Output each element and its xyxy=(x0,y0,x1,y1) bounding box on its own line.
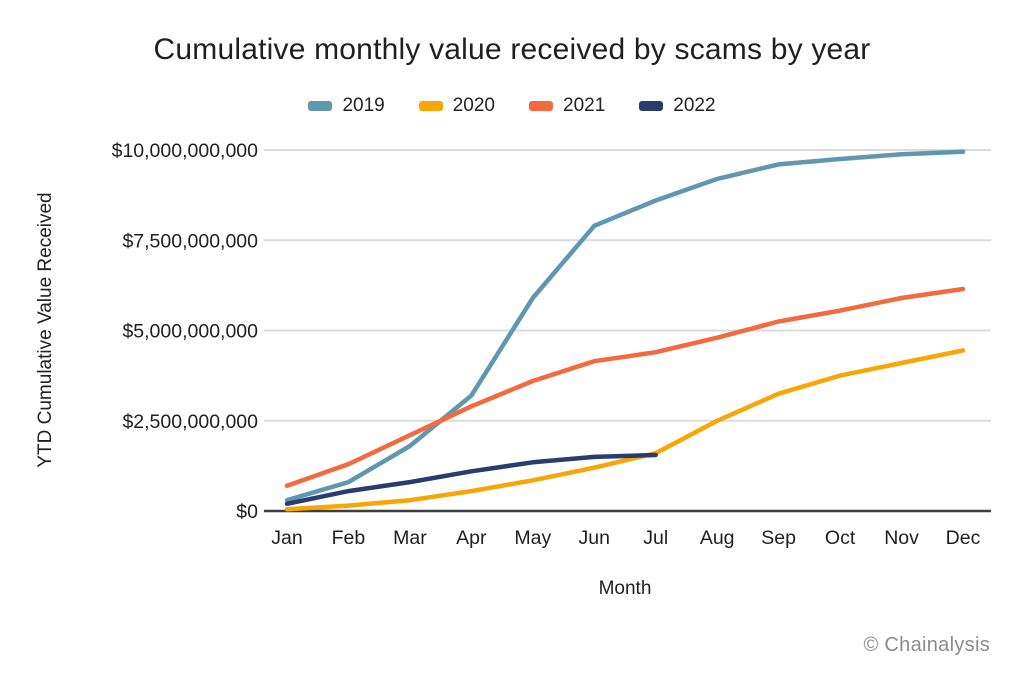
series-line-2020 xyxy=(284,348,966,512)
x-axis-title: Month xyxy=(598,578,652,599)
x-tick-label: Nov xyxy=(884,527,919,549)
y-tick-label: $0 xyxy=(236,501,258,523)
y-tick-label: $5,000,000,000 xyxy=(122,321,258,343)
legend-label-2019: 2019 xyxy=(342,95,385,116)
legend-item-2021: 2021 xyxy=(529,95,605,117)
x-tick-label: Jul xyxy=(643,527,668,549)
x-tick-label: Oct xyxy=(825,527,856,549)
y-tick-label: $7,500,000,000 xyxy=(122,230,258,252)
x-tick-label: Mar xyxy=(393,527,427,549)
legend-swatch-2022-icon xyxy=(639,101,664,111)
series-line-2022 xyxy=(284,452,658,507)
legend-swatch-2020-icon xyxy=(418,101,443,111)
legend-label-2021: 2021 xyxy=(563,95,606,116)
y-tick-label: $10,000,000,000 xyxy=(112,140,259,162)
x-tick-label: Apr xyxy=(456,527,487,549)
x-tick-label: Feb xyxy=(332,527,366,549)
x-tick-label: Jun xyxy=(579,527,610,549)
x-tick-label: May xyxy=(514,527,551,549)
x-tick-label: Sep xyxy=(761,527,796,549)
legend-item-2022: 2022 xyxy=(639,95,716,117)
legend-item-2019: 2019 xyxy=(308,95,385,117)
series-line-2021 xyxy=(284,286,966,488)
legend-swatch-2019-icon xyxy=(308,101,333,111)
legend-item-2020: 2020 xyxy=(418,95,495,117)
x-tick-label: Aug xyxy=(700,527,735,549)
x-tick-label: Jan xyxy=(271,527,302,549)
chart-title: Cumulative monthly value received by sca… xyxy=(153,33,871,66)
y-tick-label: $2,500,000,000 xyxy=(122,411,258,433)
watermark-chainalysis: © Chainalysis xyxy=(863,634,990,656)
legend-label-2020: 2020 xyxy=(452,95,495,116)
legend: 2019 2020 2021 2022 xyxy=(0,95,1024,117)
legend-swatch-2021-icon xyxy=(529,101,553,111)
legend-label-2022: 2022 xyxy=(673,95,716,116)
series-line-2019 xyxy=(284,149,966,503)
x-tick-label: Dec xyxy=(946,527,981,549)
